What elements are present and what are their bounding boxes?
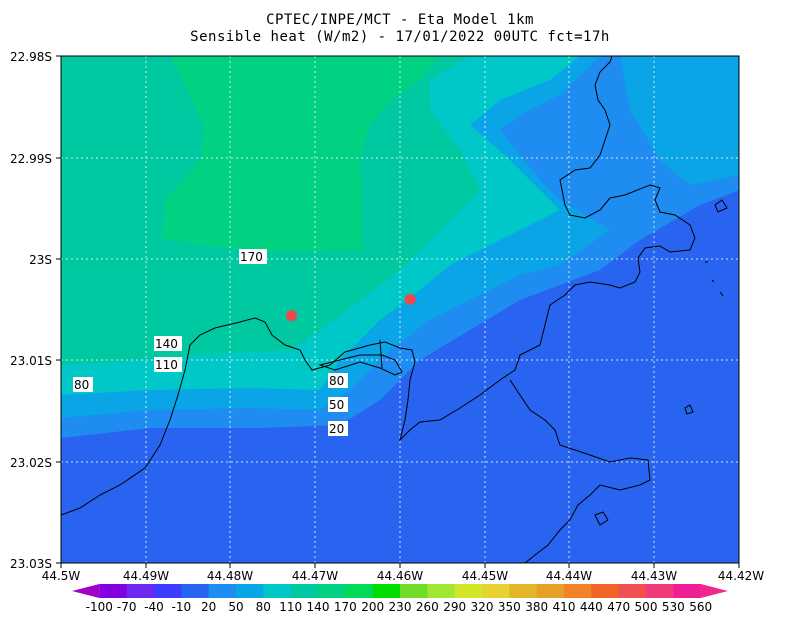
colorbar-label: -10 <box>171 600 191 614</box>
coastline <box>61 56 728 563</box>
colorbar-label: 410 <box>553 600 576 614</box>
colorbar-arrow-low <box>72 584 100 598</box>
colorbar-label: 230 <box>389 600 412 614</box>
colorbar-label: 290 <box>443 600 466 614</box>
y-tick-label: 23S <box>29 253 52 267</box>
contour-label-80-west: 80 <box>74 378 89 392</box>
colorbar-label: 470 <box>607 600 630 614</box>
chart-title-line2: Sensible heat (W/m2) - 17/01/2022 00UTC … <box>190 29 610 45</box>
x-tick-label: 44.46W <box>377 569 423 583</box>
colorbar-swatch <box>290 584 319 598</box>
colorbar-label: 80 <box>256 600 271 614</box>
colorbar <box>72 584 728 598</box>
colorbar-swatch <box>318 584 346 598</box>
colorbar-label: 440 <box>580 600 603 614</box>
sensible-heat-field: 170 140 110 80 80 50 20 <box>61 56 739 563</box>
colorbar-swatch <box>673 584 702 598</box>
contour-label-50: 50 <box>329 398 344 412</box>
colorbar-swatch <box>454 584 483 598</box>
colorbar-label: -40 <box>144 600 164 614</box>
y-tick-label: 23.01S <box>10 354 52 368</box>
x-tick-label: 44.47W <box>292 569 338 583</box>
colorbar-swatch <box>618 584 647 598</box>
x-tick-label: 44.5W <box>42 569 81 583</box>
colorbar-swatch <box>564 584 592 598</box>
colorbar-swatch <box>591 584 620 598</box>
colorbar-label: 50 <box>228 600 243 614</box>
colorbar-swatch <box>646 584 674 598</box>
colorbar-label: 320 <box>471 600 494 614</box>
chart-title-line1: CPTEC/INPE/MCT - Eta Model 1km <box>266 12 534 28</box>
contour-label-80-east: 80 <box>329 374 344 388</box>
colorbar-label: 380 <box>525 600 548 614</box>
contour-labels: 170 140 110 80 80 50 20 <box>73 249 348 436</box>
y-tick-label: 23.03S <box>10 557 52 571</box>
axis-tick-marks <box>56 55 740 568</box>
colorbar-swatch <box>208 584 237 598</box>
colorbar-label: 530 <box>662 600 685 614</box>
x-tick-label: 44.45W <box>462 569 508 583</box>
colorbar-swatch <box>99 584 128 598</box>
colorbar-label: 140 <box>307 600 330 614</box>
colorbar-label: 110 <box>279 600 302 614</box>
contour-label-140: 140 <box>155 337 178 351</box>
colorbar-swatch <box>236 584 264 598</box>
y-tick-label: 22.99S <box>10 152 52 166</box>
band-170-200 <box>162 56 440 252</box>
colorbar-swatch <box>154 584 182 598</box>
x-tick-label: 44.49W <box>123 569 169 583</box>
colorbar-label: 200 <box>361 600 384 614</box>
map-grid <box>61 56 739 563</box>
x-tick-label: 44.43W <box>631 569 677 583</box>
colorbar-swatch <box>372 584 401 598</box>
colorbar-swatch <box>345 584 374 598</box>
colorbar-label: -70 <box>117 600 137 614</box>
colorbar-label: 560 <box>689 600 712 614</box>
colorbar-label: 20 <box>201 600 216 614</box>
colorbar-labels: -100 -70 -40 -10 20 50 80 110 140 170 200 230 260 290… <box>86 600 712 614</box>
colorbar-swatch <box>263 584 292 598</box>
colorbar-swatch <box>482 584 510 598</box>
y-tick-label: 23.02S <box>10 456 52 470</box>
colorbar-swatch <box>536 584 565 598</box>
colorbar-label: -100 <box>86 600 113 614</box>
colorbar-label: 350 <box>498 600 521 614</box>
y-tick-label: 22.98S <box>10 50 52 64</box>
x-tick-label: 44.44W <box>546 569 592 583</box>
location-marker-1 <box>286 310 297 322</box>
colorbar-arrow-high <box>700 584 728 598</box>
contour-label-110: 110 <box>155 358 178 372</box>
x-tick-label: 44.42W <box>718 569 764 583</box>
colorbar-swatch <box>126 584 155 598</box>
x-axis-labels: 44.5W 44.49W 44.48W 44.47W 44.46W 44.45W… <box>42 569 765 583</box>
x-tick-label: 44.48W <box>207 569 253 583</box>
colorbar-label: 260 <box>416 600 439 614</box>
location-marker-2 <box>404 293 416 305</box>
colorbar-label: 500 <box>635 600 658 614</box>
contour-label-20: 20 <box>329 422 344 436</box>
y-axis-labels: 22.98S 22.99S 23S 23.01S 23.02S 23.03S <box>10 50 52 571</box>
colorbar-swatch <box>400 584 428 598</box>
contour-label-170: 170 <box>240 250 263 264</box>
colorbar-swatch <box>427 584 456 598</box>
colorbar-swatch <box>181 584 210 598</box>
colorbar-swatch <box>509 584 538 598</box>
colorbar-label: 170 <box>334 600 357 614</box>
